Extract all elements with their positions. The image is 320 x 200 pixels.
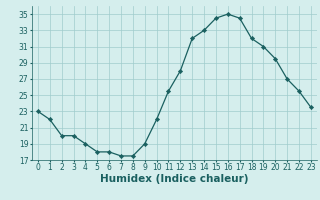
X-axis label: Humidex (Indice chaleur): Humidex (Indice chaleur) [100,174,249,184]
